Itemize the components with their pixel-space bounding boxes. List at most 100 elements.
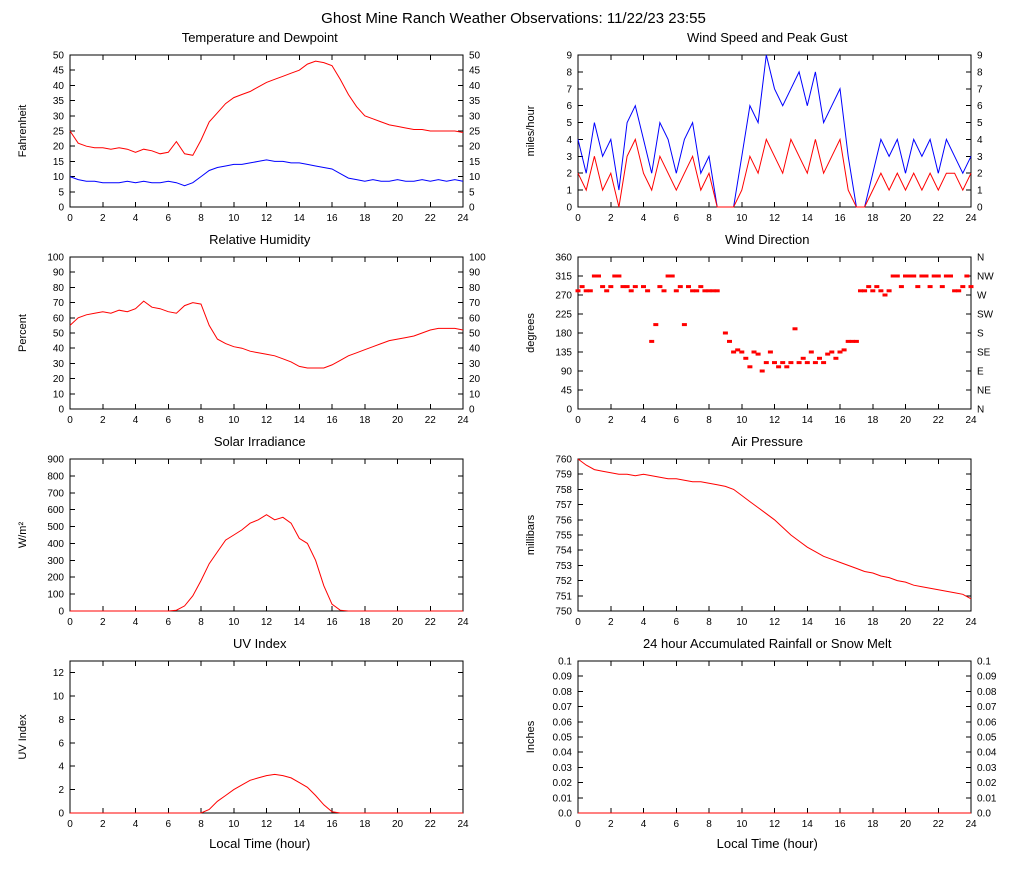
svg-text:12: 12 [261,213,273,224]
svg-text:10: 10 [736,617,748,628]
svg-text:225: 225 [555,310,572,321]
svg-text:4: 4 [59,762,65,773]
svg-text:9: 9 [977,51,983,62]
svg-text:4: 4 [640,213,646,224]
chart-air-pressure: Air Pressure 0 2 4 6 8 10 12 14 16 18 20 22 24 750 751… [514,432,1022,634]
svg-text:0: 0 [469,405,475,416]
svg-text:18: 18 [867,415,879,426]
svg-text:40: 40 [469,344,481,355]
svg-text:0.05: 0.05 [977,733,997,744]
svg-text:14: 14 [801,617,813,628]
svg-text:4: 4 [566,135,572,146]
svg-text:0: 0 [469,203,475,214]
svg-text:10: 10 [736,213,748,224]
svg-text:8: 8 [198,213,204,224]
svg-text:4: 4 [133,617,139,628]
svg-text:UV Index: UV Index [17,714,29,760]
svg-text:2: 2 [100,617,106,628]
svg-text:20: 20 [392,213,404,224]
svg-text:8: 8 [198,819,204,830]
wind-direction-plot: 0 2 4 6 8 10 12 14 16 18 20 22 240459013518022527031… [525,253,994,427]
svg-text:2: 2 [100,819,106,830]
svg-text:10: 10 [53,692,65,703]
svg-text:360: 360 [555,253,572,264]
svg-text:315: 315 [555,272,572,283]
svg-text:20: 20 [392,819,404,830]
svg-text:6: 6 [566,101,572,112]
svg-text:0.09: 0.09 [552,672,572,683]
page-title: Ghost Mine Ranch Weather Observations: 1… [321,10,706,27]
svg-text:22: 22 [932,819,944,830]
svg-text:16: 16 [834,819,846,830]
svg-text:754: 754 [555,546,572,557]
svg-text:35: 35 [53,96,65,107]
svg-text:10: 10 [53,172,65,183]
svg-text:2: 2 [977,169,983,180]
svg-text:8: 8 [706,819,712,830]
svg-text:600: 600 [48,505,65,516]
svg-text:22: 22 [425,819,437,830]
svg-text:3: 3 [977,152,983,163]
svg-text:22: 22 [932,213,944,224]
svg-text:0: 0 [59,405,65,416]
svg-text:15: 15 [53,157,65,168]
svg-text:14: 14 [294,213,306,224]
svg-text:16: 16 [834,213,846,224]
svg-text:12: 12 [769,415,781,426]
svg-text:8: 8 [566,67,572,78]
svg-text:100: 100 [48,253,65,264]
svg-text:6: 6 [673,819,679,830]
svg-text:miles/hour: miles/hour [525,105,537,156]
svg-text:0: 0 [59,607,65,618]
svg-text:Inches: Inches [525,720,537,753]
svg-text:W/m²: W/m² [17,522,29,549]
svg-text:0.05: 0.05 [552,733,572,744]
svg-text:500: 500 [48,522,65,533]
svg-text:25: 25 [469,127,481,138]
svg-text:2: 2 [608,213,614,224]
svg-text:300: 300 [48,556,65,567]
svg-text:100: 100 [469,253,486,264]
svg-text:4: 4 [133,213,139,224]
svg-text:7: 7 [566,84,572,95]
svg-text:6: 6 [673,213,679,224]
svg-text:0.0: 0.0 [558,809,572,820]
svg-text:16: 16 [327,819,339,830]
svg-text:SW: SW [977,310,994,321]
svg-text:20: 20 [469,374,481,385]
svg-text:760: 760 [555,455,572,466]
svg-text:4: 4 [640,819,646,830]
svg-text:0: 0 [67,819,73,830]
svg-text:3: 3 [566,152,572,163]
chart-title: Solar Irradiance [213,434,306,449]
svg-text:12: 12 [261,819,273,830]
svg-text:18: 18 [359,213,371,224]
svg-text:10: 10 [736,415,748,426]
svg-text:8: 8 [59,715,65,726]
svg-text:0.02: 0.02 [552,778,572,789]
svg-text:0.06: 0.06 [977,717,997,728]
svg-text:0: 0 [67,617,73,628]
svg-text:757: 757 [555,500,572,511]
svg-text:750: 750 [555,607,572,618]
svg-text:755: 755 [555,531,572,542]
svg-text:100: 100 [48,590,65,601]
svg-text:2: 2 [608,617,614,628]
svg-text:10: 10 [228,617,240,628]
svg-text:16: 16 [327,415,339,426]
svg-text:0.02: 0.02 [977,778,997,789]
svg-text:10: 10 [469,389,481,400]
svg-text:20: 20 [900,213,912,224]
svg-text:6: 6 [673,415,679,426]
chart-rainfall: 24 hour Accumulated Rainfall or Snow Mel… [514,634,1022,856]
svg-text:90: 90 [561,367,573,378]
svg-text:8: 8 [706,213,712,224]
svg-text:40: 40 [53,344,65,355]
svg-text:16: 16 [834,415,846,426]
svg-text:24: 24 [458,213,470,224]
svg-text:6: 6 [166,415,172,426]
svg-text:12: 12 [769,819,781,830]
svg-text:18: 18 [359,617,371,628]
svg-text:80: 80 [469,283,481,294]
svg-text:80: 80 [53,283,65,294]
